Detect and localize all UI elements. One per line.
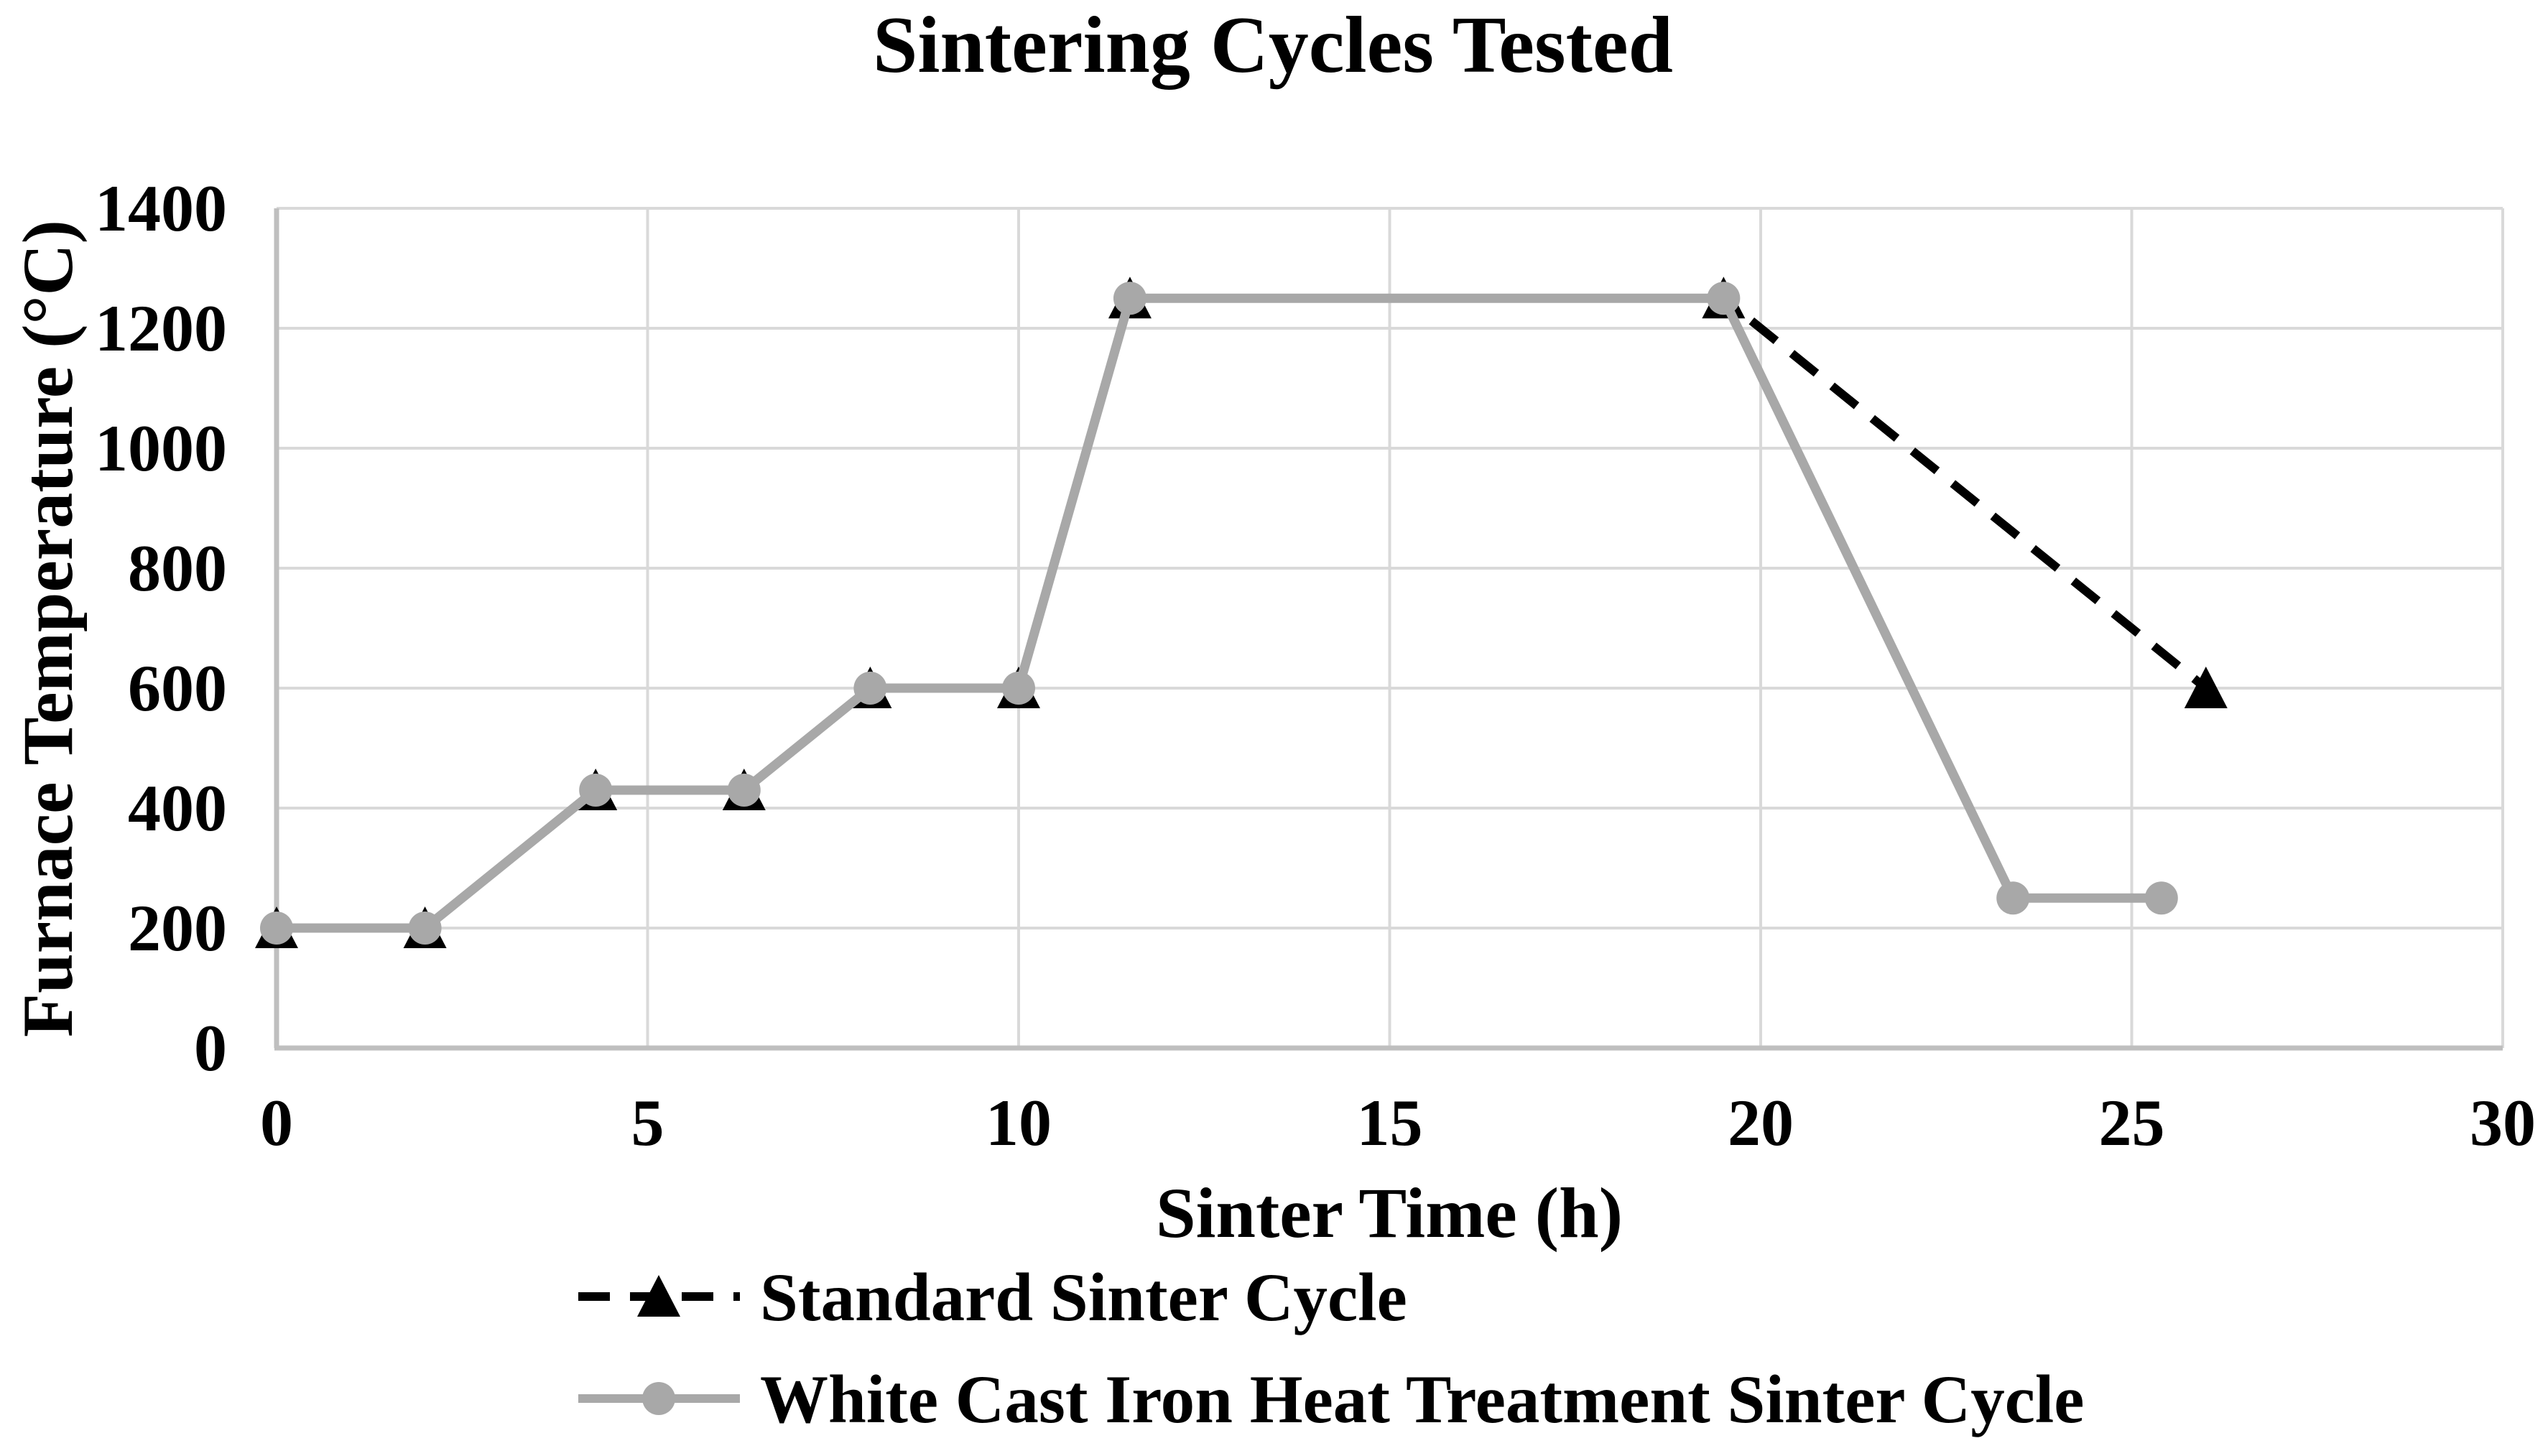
legend-marker-triangle: [637, 1275, 680, 1317]
marker-circle-1-8: [1996, 881, 2030, 915]
grid-layer: [274, 207, 2504, 1051]
legend-item-1: White Cast Iron Heat Treatment Sinter Cy…: [578, 1361, 2084, 1437]
marker-triangle-0-8: [2184, 667, 2228, 708]
marker-circle-1-5: [1002, 672, 1035, 705]
marker-circle-1-7: [1707, 282, 1741, 315]
series-line-0: [277, 294, 2209, 932]
x-tick-label-15: 15: [1357, 1086, 1423, 1159]
marker-circle-1-2: [579, 773, 613, 807]
x-tick-label-30: 30: [2470, 1086, 2536, 1159]
x-tick-label-5: 5: [631, 1086, 664, 1159]
legend-label-1: White Cast Iron Heat Treatment Sinter Cy…: [760, 1361, 2084, 1437]
legend-item-0: Standard Sinter Cycle: [578, 1259, 1407, 1335]
y-axis-title: Furnace Temperature (°C): [8, 220, 88, 1037]
tick-layer: 0 200 400 600 800 1000 1200 1400 0 5 10 15 20 25 30: [95, 172, 2536, 1159]
y-tick-label-1200: 1200: [95, 292, 227, 365]
x-axis-title: Sinter Time (h): [1156, 1173, 1623, 1253]
y-tick-label-1400: 1400: [95, 172, 227, 245]
y-tick-label-800: 800: [128, 532, 227, 605]
series-layer: [255, 277, 2228, 948]
marker-circle-1-3: [727, 773, 761, 807]
y-tick-label-0: 0: [194, 1011, 227, 1085]
series-line-1: [277, 293, 2162, 933]
x-tick-label-25: 25: [2099, 1086, 2165, 1159]
y-tick-label-1000: 1000: [95, 412, 227, 485]
legend-marker-circle: [642, 1382, 675, 1415]
marker-circle-1-0: [260, 912, 293, 945]
marker-circle-1-4: [853, 672, 887, 705]
y-tick-label-600: 600: [128, 652, 227, 725]
y-tick-label-200: 200: [128, 891, 227, 965]
legend: Standard Sinter Cycle White Cast Iron Hea…: [578, 1259, 2084, 1437]
chart-title: Sintering Cycles Tested: [873, 1, 1673, 90]
marker-circle-1-9: [2144, 881, 2178, 915]
marker-circle-1-6: [1113, 282, 1146, 315]
marker-circle-1-1: [408, 912, 442, 945]
x-tick-label-0: 0: [260, 1086, 293, 1159]
x-tick-label-10: 10: [986, 1086, 1052, 1159]
legend-label-0: Standard Sinter Cycle: [760, 1259, 1407, 1335]
x-tick-label-20: 20: [1728, 1086, 1794, 1159]
y-tick-label-400: 400: [128, 771, 227, 845]
